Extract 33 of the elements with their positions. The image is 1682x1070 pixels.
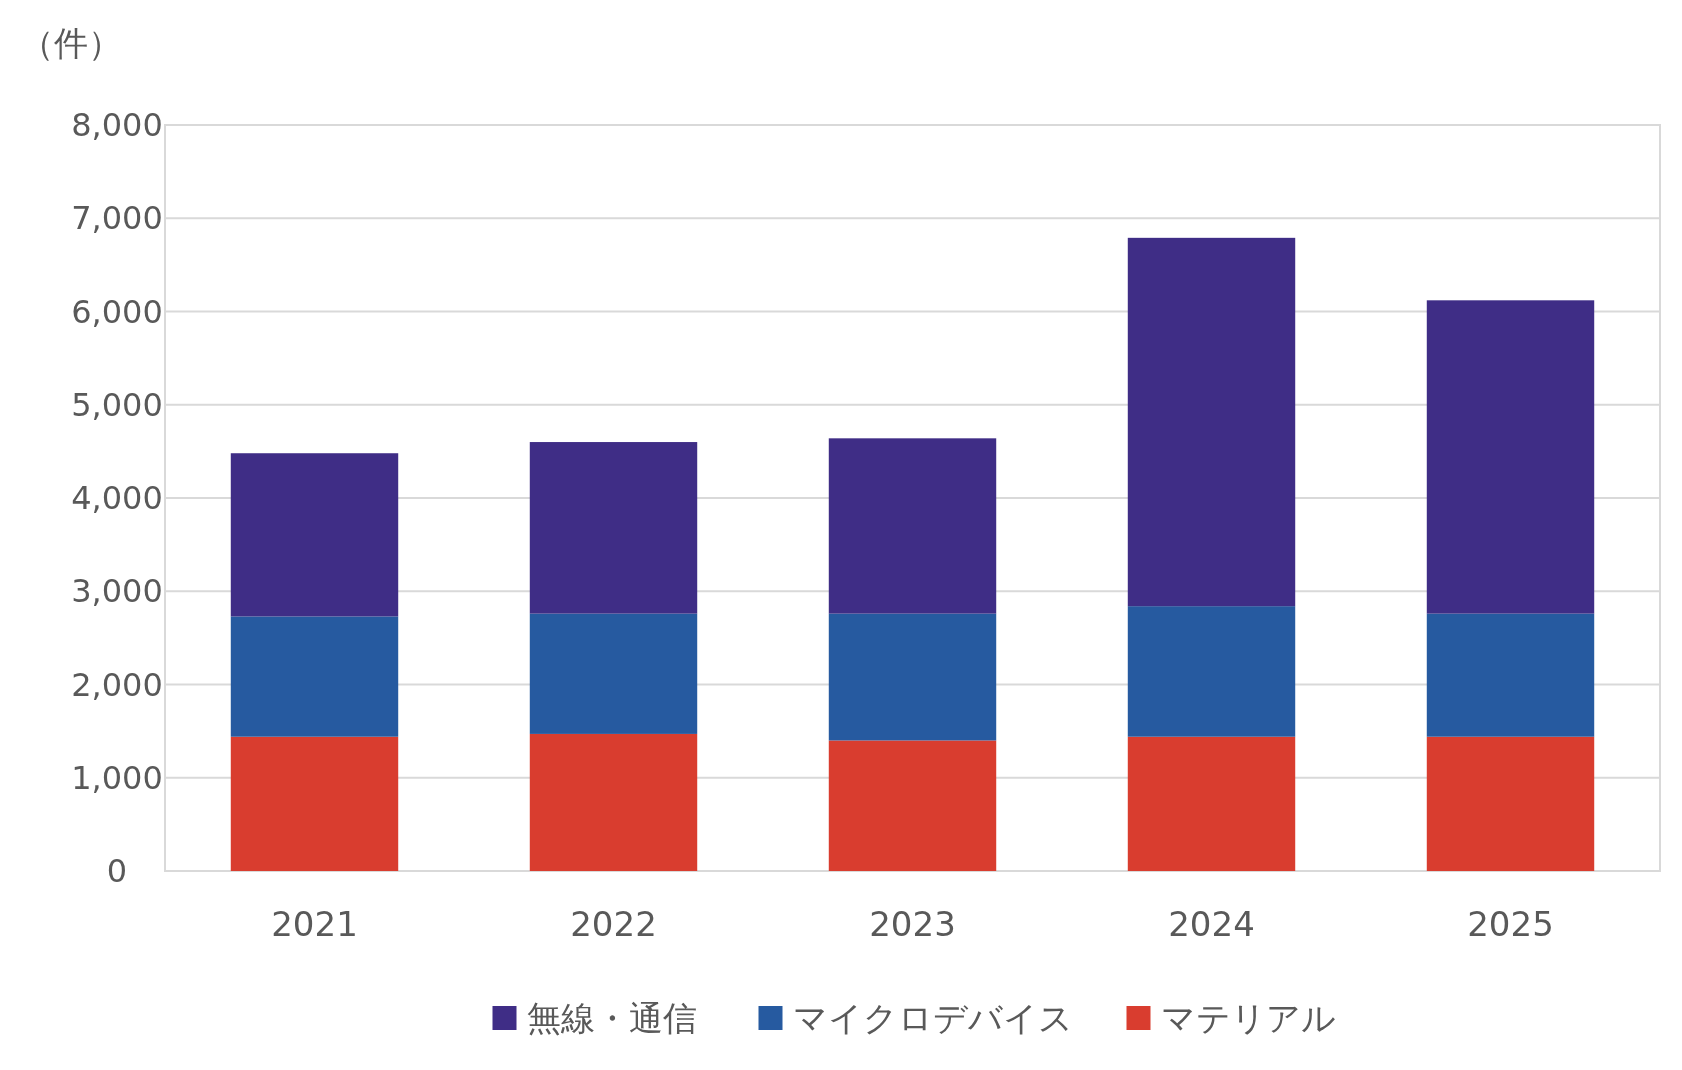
y-tick-label: 4,000 (71, 479, 163, 517)
bar (529, 442, 698, 614)
y-tick-label: 1,000 (71, 758, 163, 797)
x-tick-label: 2023 (869, 904, 956, 944)
bar (1127, 736, 1296, 871)
y-tick-label: 8,000 (71, 106, 163, 144)
bar (529, 733, 698, 871)
bar (828, 613, 997, 741)
bar (230, 616, 399, 737)
bar (1127, 237, 1296, 607)
y-tick-label: 0 (106, 852, 128, 890)
bar (828, 438, 997, 614)
bar (230, 453, 399, 617)
legend-label: マテリアル (1160, 998, 1336, 1038)
bar (529, 613, 698, 734)
y-tick-label: 2,000 (71, 665, 163, 704)
bar (1426, 613, 1595, 737)
y-tick-label: 7,000 (71, 199, 163, 238)
legend-label: 無線・通信 (526, 998, 697, 1038)
y-axis-title: （件） (20, 23, 122, 63)
y-tick-label: 5,000 (71, 385, 163, 424)
y-tick-label: 6,000 (71, 292, 163, 331)
bar (230, 736, 399, 871)
legend-label: マイクロデバイス (792, 998, 1073, 1038)
bar (1127, 606, 1296, 737)
x-tick-label: 2021 (271, 904, 358, 944)
x-tick-label: 2024 (1168, 904, 1255, 944)
x-tick-label: 2022 (570, 904, 657, 944)
y-tick-label: 3,000 (71, 572, 163, 611)
bar (828, 740, 997, 871)
bar (1426, 300, 1595, 614)
x-tick-label: 2025 (1467, 904, 1554, 944)
bar (1426, 736, 1595, 871)
